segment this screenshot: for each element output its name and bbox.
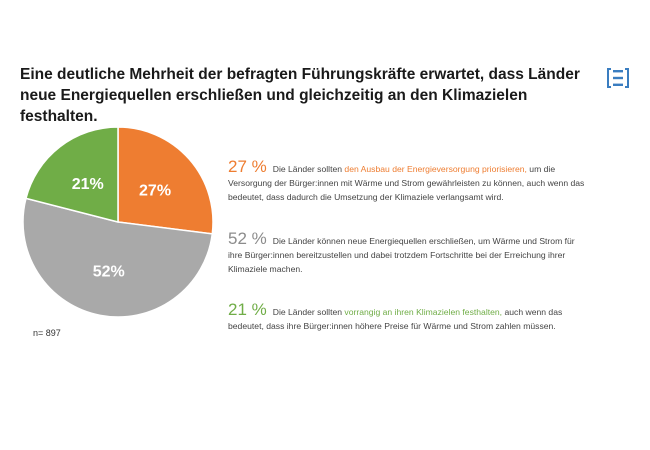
legend-text-highlight-1: den Ausbau der Energieversorgung prioris…: [344, 164, 527, 174]
legend-text-highlight-3: vorrangig an ihren Klimazielen festhalte…: [344, 307, 503, 317]
legend-text-post-3: auch wenn das bedeutet, dass ihre Bürger…: [228, 307, 563, 331]
pie-chart: 27% 52% 21%: [22, 126, 214, 318]
legend-text-pre-1: Die Länder sollten: [272, 164, 345, 174]
legend-item-1: 27 % Die Länder sollten den Ausbau der En…: [228, 157, 588, 204]
pie-label-2: 52%: [93, 264, 125, 281]
legend-text-pre-3: Die Länder sollten: [272, 307, 345, 317]
legend-item-2: 52 % Die Länder können neue Energiequelle…: [228, 229, 588, 276]
legend-item-3: 21 % Die Länder sollten vorrangig an ihre…: [228, 300, 588, 333]
pie-label-3: 21%: [72, 176, 104, 193]
chart-title: Eine deutliche Mehrheit der befragten Fü…: [20, 66, 580, 125]
legend-pct-3: 21 %: [228, 300, 267, 319]
legend-text-post-1: um die Versorgung der Bürger:innen mit W…: [228, 164, 585, 202]
legend-text-pre-2: Die Länder können neue Energiequellen er…: [228, 236, 575, 274]
pie-slice-2: [22, 197, 214, 318]
sample-size-label: n= 897: [33, 328, 61, 338]
pie-slice-3: [25, 126, 119, 223]
legend-pct-1: 27 %: [228, 157, 267, 176]
brand-logo-icon: [607, 68, 629, 88]
pie-slice-1: [117, 126, 214, 235]
pie-label-1: 27%: [139, 182, 171, 199]
legend-pct-2: 52 %: [228, 229, 267, 248]
